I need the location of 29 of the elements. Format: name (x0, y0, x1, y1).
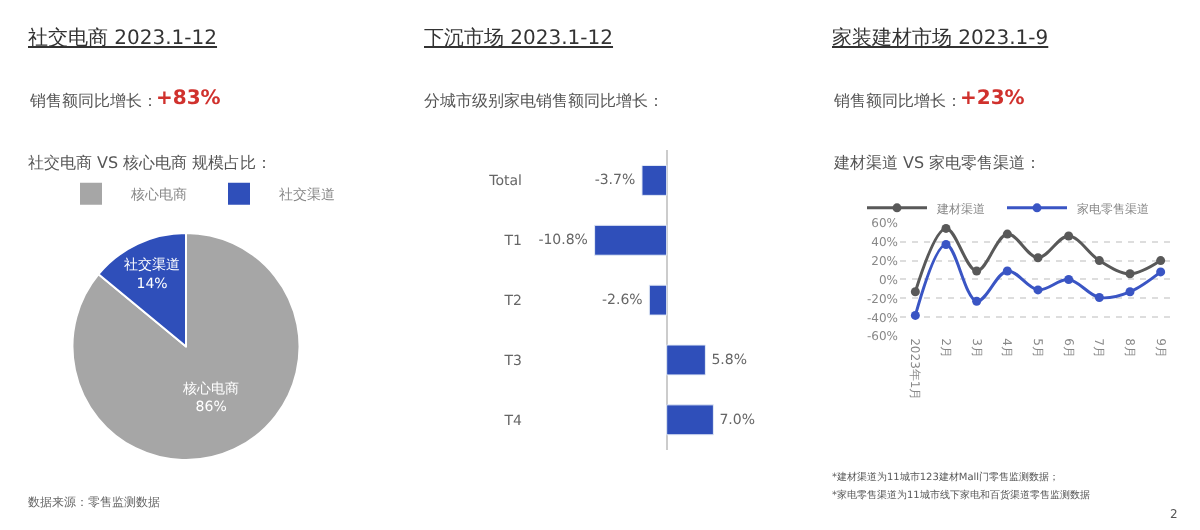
text: 建材渠道 VS 家电零售渠道： (832, 154, 1042, 172)
point (1002, 266, 1012, 276)
point (1156, 256, 1166, 266)
point (972, 266, 982, 276)
point (1064, 231, 1074, 241)
text: 社交电商 VS 核心电商 规模占比： (28, 154, 273, 172)
point (910, 310, 920, 320)
point (1002, 229, 1012, 239)
text: 分城市级别家电销售额同比增长： (424, 92, 664, 110)
point (1125, 269, 1135, 279)
point (972, 296, 982, 306)
point (1094, 256, 1104, 266)
point (1125, 287, 1135, 297)
point (910, 287, 920, 297)
point (941, 223, 951, 233)
chart-title: 社交电商 2023.1-12 (28, 26, 218, 50)
chart-title: 家装建材市场 2023.1-9 (832, 26, 1049, 50)
point (1094, 292, 1104, 302)
chart-title: 下沉市场 2023.1-12 (424, 26, 614, 50)
point (1064, 274, 1074, 284)
text: +83% (156, 88, 221, 110)
point (1156, 267, 1166, 277)
point (1033, 253, 1043, 263)
pie-slice (71, 232, 301, 461)
text: +23% (960, 88, 1025, 110)
text: 销售额同比增长： (832, 92, 962, 110)
point (941, 239, 951, 249)
text: 销售额同比增长： (28, 92, 158, 110)
point (1033, 285, 1043, 295)
